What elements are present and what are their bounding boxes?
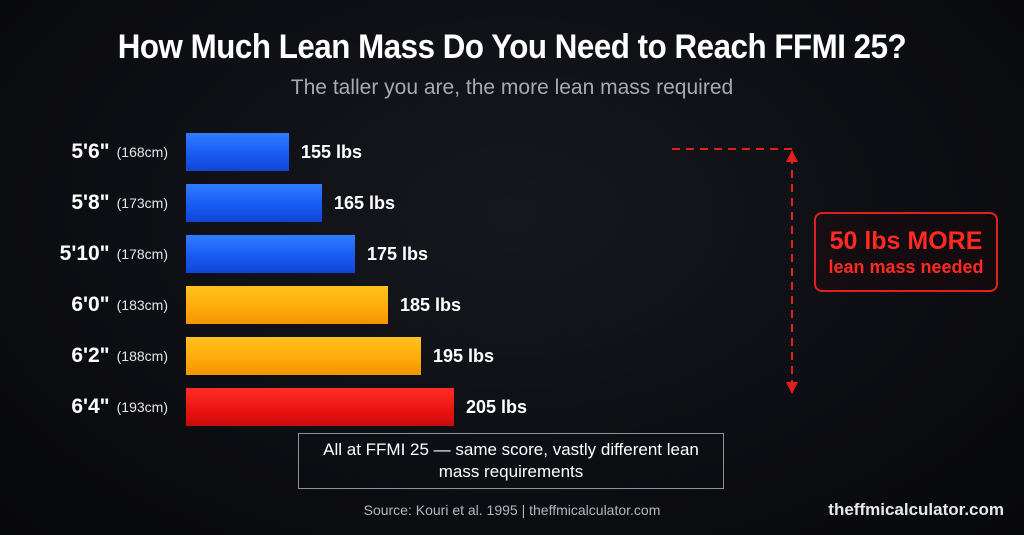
chart-title: How Much Lean Mass Do You Need to Reach … <box>117 28 907 66</box>
site-watermark: theffmicalculator.com <box>828 500 1004 519</box>
height-feet-label: 6'2" <box>71 344 110 367</box>
height-label: 5'6" (168cm) <box>40 133 168 171</box>
bar-value-label: 205 lbs <box>466 396 528 417</box>
height-feet-label: 5'8" <box>71 191 110 214</box>
bar <box>186 337 421 375</box>
bar-value-label: 155 lbs <box>301 141 363 162</box>
height-cm-label: (193cm) <box>116 399 168 415</box>
height-label: 6'2" (188cm) <box>40 337 168 375</box>
bar <box>186 235 355 273</box>
height-cm-label: (188cm) <box>116 348 168 364</box>
bar-value-label: 165 lbs <box>334 192 396 213</box>
height-label: 6'0" (183cm) <box>40 286 168 324</box>
bar <box>186 133 289 171</box>
height-cm-label: (178cm) <box>116 246 168 262</box>
source-credit: Source: Kouri et al. 1995 | theffmicalcu… <box>363 502 661 518</box>
height-label: 6'4" (193cm) <box>40 388 168 426</box>
arrow-up-icon <box>786 150 798 162</box>
summary-note-text: All at FFMI 25 — same score, vastly diff… <box>323 440 699 481</box>
arrow-down-icon <box>786 382 798 394</box>
height-feet-label: 5'6" <box>71 140 110 163</box>
height-feet-label: 6'0" <box>71 293 110 316</box>
callout-sub-text: lean mass needed <box>828 257 984 277</box>
bar-value-label: 185 lbs <box>400 294 462 315</box>
height-label: 5'8" (173cm) <box>40 184 168 222</box>
bar <box>186 388 454 426</box>
callout-main-text: 50 lbs MORE <box>829 227 983 255</box>
summary-note: All at FFMI 25 — same score, vastly diff… <box>298 433 724 489</box>
difference-callout: 50 lbs MORE lean mass needed <box>814 212 998 292</box>
bar <box>186 184 322 222</box>
bar <box>186 286 388 324</box>
height-cm-label: (168cm) <box>116 144 168 160</box>
chart-subtitle: The taller you are, the more lean mass r… <box>290 76 734 99</box>
height-label: 5'10" (178cm) <box>40 235 168 273</box>
height-feet-label: 5'10" <box>59 242 110 265</box>
bar-value-label: 175 lbs <box>367 243 429 264</box>
bar-value-label: 195 lbs <box>433 345 495 366</box>
height-cm-label: (183cm) <box>116 297 168 313</box>
height-cm-label: (173cm) <box>116 195 168 211</box>
height-feet-label: 6'4" <box>71 395 110 418</box>
